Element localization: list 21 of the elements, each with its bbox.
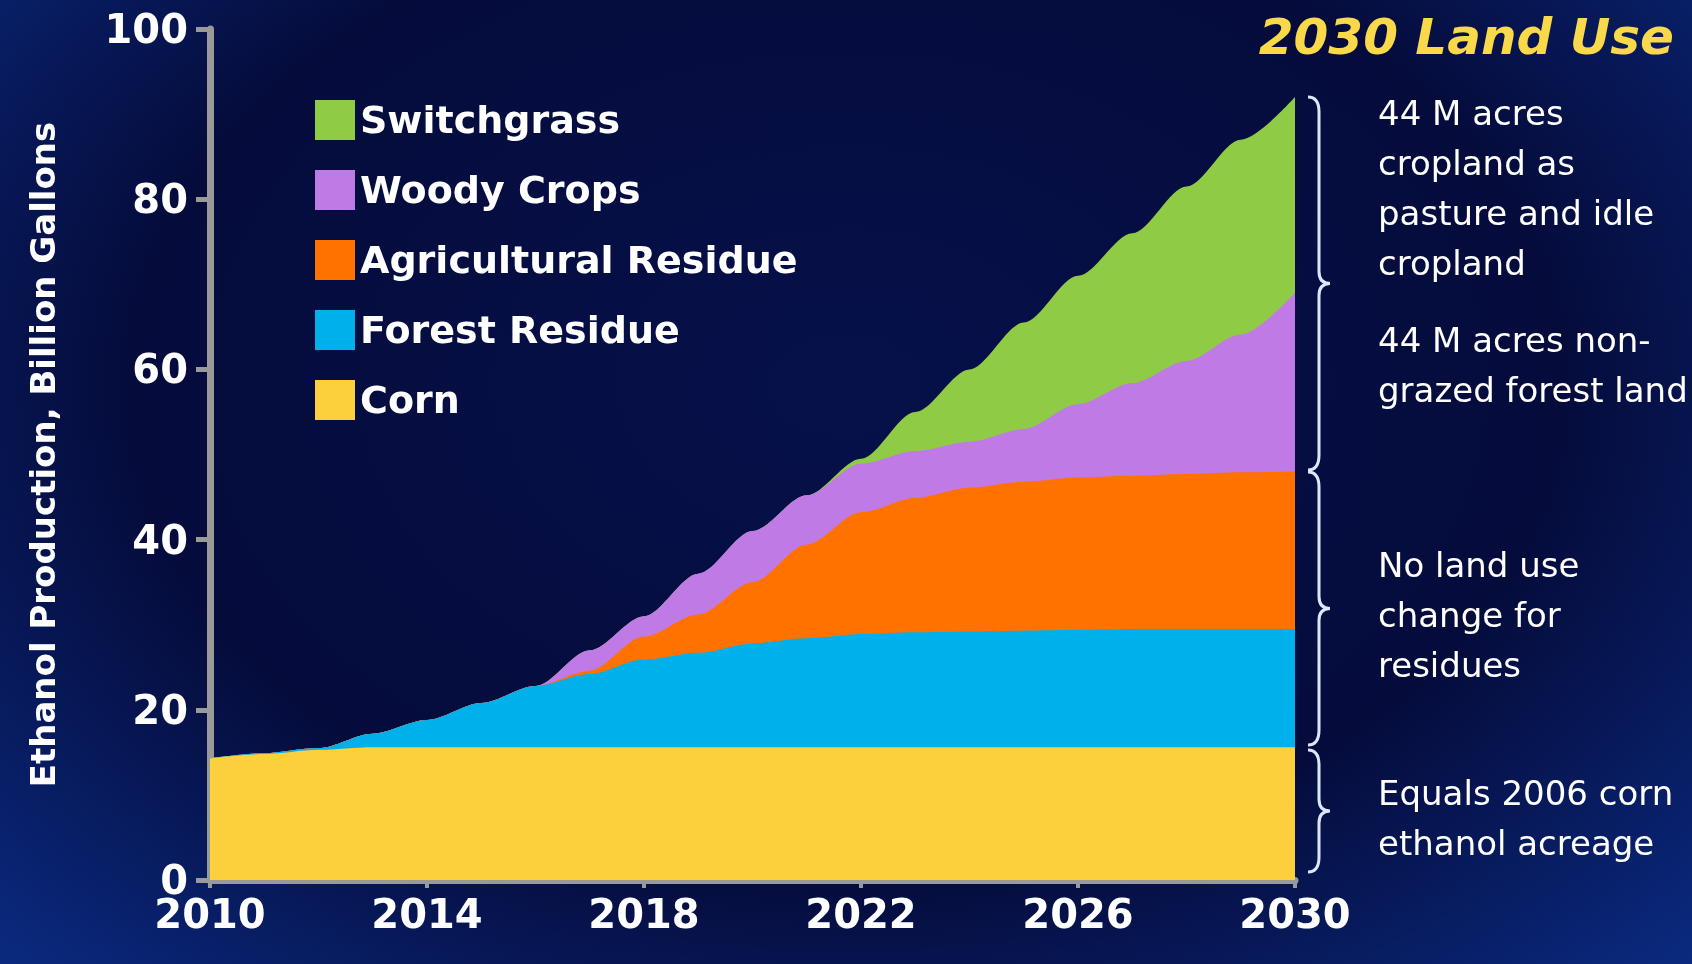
legend-label: Agricultural Residue <box>360 238 798 282</box>
y-tick-label: 100 <box>104 6 188 52</box>
y-tick-label: 40 <box>132 516 188 563</box>
y-tick-label: 80 <box>132 176 188 223</box>
text: No land use change for residues <box>1378 544 1581 687</box>
text: 44 M acres cropland as pasture and idle cropland <box>1378 92 1656 285</box>
y-axis-title: Ethanol Production, Billion Gallons <box>23 121 63 788</box>
x-tick-label: 2030 <box>1239 891 1351 937</box>
x-tick-label: 2022 <box>805 891 917 937</box>
x-tick-label: 2018 <box>588 891 700 937</box>
y-tick-label: 20 <box>132 686 188 733</box>
text: 2030 Land Use <box>1258 8 1674 66</box>
text: Equals 2006 corn ethanol acreage <box>1378 772 1675 865</box>
legend-label: Woody Crops <box>360 168 641 212</box>
legend-label: Switchgrass <box>360 98 621 142</box>
text: 44 M acres non-grazed forest land <box>1378 319 1688 412</box>
x-tick-label: 2026 <box>1022 891 1134 937</box>
y-tick-label: 60 <box>132 346 188 393</box>
legend-label: Corn <box>360 378 460 422</box>
x-tick-label: 2014 <box>371 891 483 937</box>
legend-label: Forest Residue <box>360 308 680 352</box>
